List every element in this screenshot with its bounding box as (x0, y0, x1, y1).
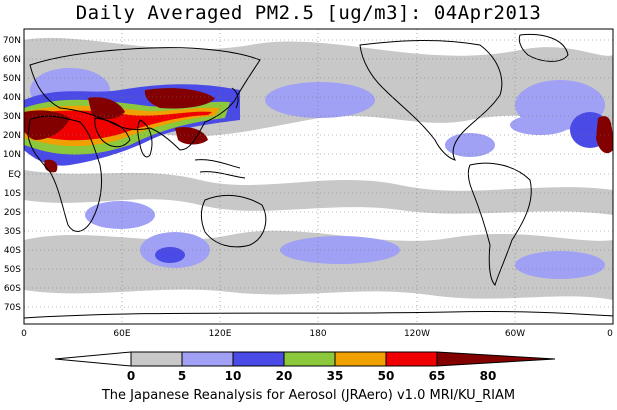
lon-label: 120E (209, 329, 232, 339)
coastline-antarctica (24, 310, 613, 319)
colorbar-label: 0 (127, 369, 135, 383)
colorbar-label: 35 (327, 369, 344, 383)
coastline-south-america (467, 162, 532, 286)
lat-label: 10S (4, 189, 21, 199)
colorbar-arrow-low (54, 351, 132, 367)
colorbar-label: 50 (378, 369, 395, 383)
colorbar-segment (283, 351, 336, 367)
lat-label: 30N (3, 112, 21, 122)
lat-label: 30S (4, 227, 21, 237)
coastline-australia (200, 194, 267, 248)
pm25-fields (24, 37, 613, 300)
coastline-arabia (94, 117, 131, 148)
field-patch-blue (515, 251, 605, 279)
plot-frame (23, 28, 614, 325)
lat-axis: 70N 60N 50N 40N 30N 20N 10N EQ 10S 20S 3… (3, 36, 21, 313)
colorbar-segment (334, 351, 387, 367)
coastline-indonesia (194, 159, 246, 179)
lat-label: 70N (3, 36, 21, 46)
colorbar-label: 65 (429, 369, 446, 383)
colorbar: 0 5 10 20 35 50 65 80 (54, 351, 556, 383)
colorbar-label: 10 (225, 369, 242, 383)
lat-label: 60S (4, 284, 21, 294)
field-band-gray-tropics (24, 170, 613, 215)
lon-label: 120W (404, 329, 430, 339)
colorbar-segment (232, 351, 285, 367)
lat-label: 40N (3, 93, 21, 103)
coastline-north-america (359, 39, 503, 161)
field-core-darkred (596, 116, 613, 154)
colorbar-segment (181, 351, 234, 367)
lat-label: 50N (3, 74, 21, 84)
field-patch-blue (265, 82, 375, 118)
field-core-darkred (88, 97, 125, 120)
coastline-eurasia (29, 47, 261, 151)
colorbar-label: 5 (178, 369, 186, 383)
coastline-africa (27, 115, 103, 232)
lat-label: 50S (4, 265, 21, 275)
field-patch-darkblue (155, 247, 185, 263)
colorbar-arrow-high (436, 351, 556, 367)
coastlines (24, 33, 613, 319)
lon-label: 0 (607, 329, 613, 339)
lat-label: EQ (8, 170, 21, 180)
colorbar-label: 20 (276, 369, 293, 383)
map-title: Daily Averaged PM2.5 [ug/m3]: 04Apr2013 (75, 2, 542, 24)
colorbar-label: 80 (480, 369, 497, 383)
coastline-greenland (518, 33, 569, 62)
lat-label: 70S (4, 303, 21, 313)
lat-label: 10N (3, 150, 21, 160)
field-core-darkred (144, 88, 215, 109)
field-patch-blue (85, 201, 155, 229)
lat-label: 20N (3, 131, 21, 141)
coastline-india (137, 119, 153, 158)
footer-credit: The Japanese Reanalysis for Aerosol (JRA… (101, 388, 516, 403)
lon-label: 0 (21, 329, 27, 339)
lat-label: 20S (4, 208, 21, 218)
lon-label: 60E (113, 329, 130, 339)
colorbar-segment (385, 351, 438, 367)
field-patch-blue (510, 115, 570, 135)
lon-label: 180 (309, 329, 326, 339)
lon-axis: 0 60E 120E 180 120W 60W 0 (21, 329, 613, 339)
lon-label: 60W (505, 329, 525, 339)
colorbar-segment (130, 351, 183, 367)
field-patch-blue (445, 133, 495, 157)
coastline-japan (231, 87, 239, 109)
lat-label: 40S (4, 246, 21, 256)
lat-label: 60N (3, 55, 21, 65)
